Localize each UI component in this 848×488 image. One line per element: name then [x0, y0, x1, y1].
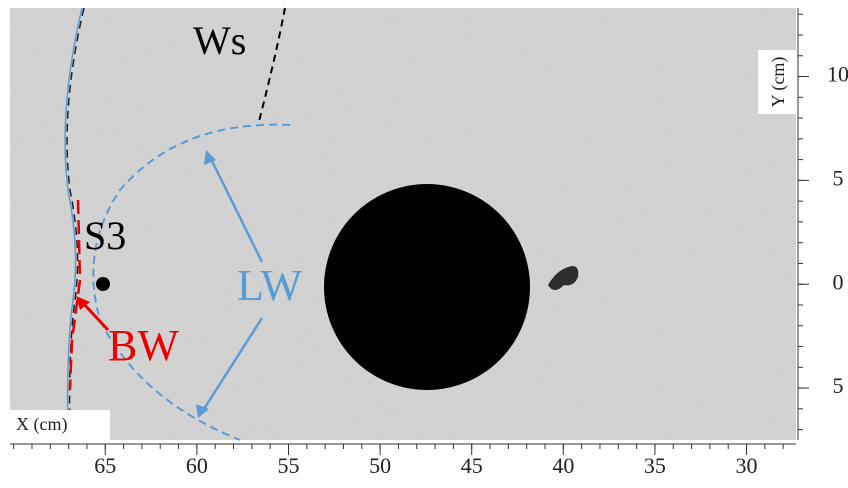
x-tick-label: 55 — [277, 453, 299, 478]
lw-arrowhead — [196, 404, 209, 418]
lw-arrow — [200, 317, 264, 413]
x-tick-label: 35 — [644, 453, 666, 478]
x-axis-label: X (cm) — [16, 414, 67, 435]
x-tick-label: 60 — [186, 453, 208, 478]
y-tick-label: 0 — [833, 269, 844, 294]
lw-arrowhead — [204, 150, 216, 165]
x-tick-label: 40 — [552, 453, 574, 478]
wake-blob — [548, 266, 579, 290]
bw-front — [68, 199, 82, 391]
lw-label: LW — [237, 261, 303, 310]
y-axis-label: Y (cm) — [768, 57, 789, 108]
blue-front — [64, 7, 83, 441]
lw-arrow — [208, 156, 264, 263]
y-tick-label: 10 — [827, 62, 848, 87]
x-label-box — [10, 410, 110, 440]
ws-label: Ws — [193, 18, 246, 63]
black-front — [66, 7, 85, 441]
x-tick-label: 65 — [94, 453, 116, 478]
x-tick-label: 45 — [461, 453, 483, 478]
x-tick-label: 50 — [369, 453, 391, 478]
s3-label: S3 — [84, 213, 126, 258]
y-tick-label: 5 — [833, 373, 844, 398]
y-label-box — [758, 50, 796, 114]
lw-front — [92, 123, 291, 441]
s3-probe — [96, 277, 110, 291]
sphere — [324, 184, 530, 390]
bw-arrowhead — [76, 296, 90, 310]
x-tick-label: 30 — [736, 453, 758, 478]
bw-label: BW — [108, 321, 179, 370]
bw-arrow — [80, 300, 110, 332]
y-tick-label: 5 — [833, 165, 844, 190]
